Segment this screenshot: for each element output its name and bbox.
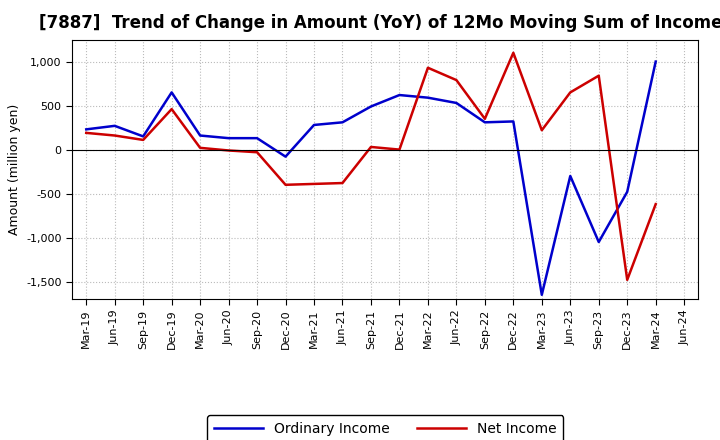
Ordinary Income	[537, 292, 546, 297]
Net Income	[652, 202, 660, 207]
Net Income	[110, 133, 119, 138]
Net Income	[225, 148, 233, 153]
Ordinary Income	[196, 133, 204, 138]
Net Income	[82, 130, 91, 136]
Net Income	[509, 50, 518, 55]
Net Income	[310, 181, 318, 187]
Net Income	[139, 137, 148, 143]
Line: Ordinary Income: Ordinary Income	[86, 62, 656, 295]
Ordinary Income	[253, 136, 261, 141]
Y-axis label: Amount (million yen): Amount (million yen)	[7, 104, 21, 235]
Ordinary Income	[395, 92, 404, 98]
Ordinary Income	[110, 123, 119, 128]
Ordinary Income	[282, 154, 290, 159]
Ordinary Income	[480, 120, 489, 125]
Net Income	[282, 182, 290, 187]
Ordinary Income	[623, 189, 631, 194]
Net Income	[452, 77, 461, 83]
Ordinary Income	[338, 120, 347, 125]
Net Income	[338, 180, 347, 186]
Line: Net Income: Net Income	[86, 53, 656, 280]
Net Income	[253, 150, 261, 155]
Ordinary Income	[366, 104, 375, 109]
Net Income	[537, 128, 546, 133]
Ordinary Income	[139, 134, 148, 139]
Net Income	[623, 277, 631, 282]
Title: [7887]  Trend of Change in Amount (YoY) of 12Mo Moving Sum of Incomes: [7887] Trend of Change in Amount (YoY) o…	[38, 15, 720, 33]
Ordinary Income	[652, 59, 660, 64]
Ordinary Income	[595, 239, 603, 245]
Net Income	[167, 106, 176, 112]
Ordinary Income	[167, 90, 176, 95]
Net Income	[480, 116, 489, 121]
Ordinary Income	[310, 122, 318, 128]
Net Income	[395, 147, 404, 152]
Ordinary Income	[452, 100, 461, 106]
Net Income	[566, 90, 575, 95]
Legend: Ordinary Income, Net Income: Ordinary Income, Net Income	[207, 415, 564, 440]
Net Income	[595, 73, 603, 78]
Ordinary Income	[566, 173, 575, 179]
Ordinary Income	[82, 127, 91, 132]
Ordinary Income	[225, 136, 233, 141]
Net Income	[366, 144, 375, 150]
Net Income	[196, 145, 204, 150]
Ordinary Income	[509, 119, 518, 124]
Net Income	[423, 65, 432, 70]
Ordinary Income	[423, 95, 432, 100]
